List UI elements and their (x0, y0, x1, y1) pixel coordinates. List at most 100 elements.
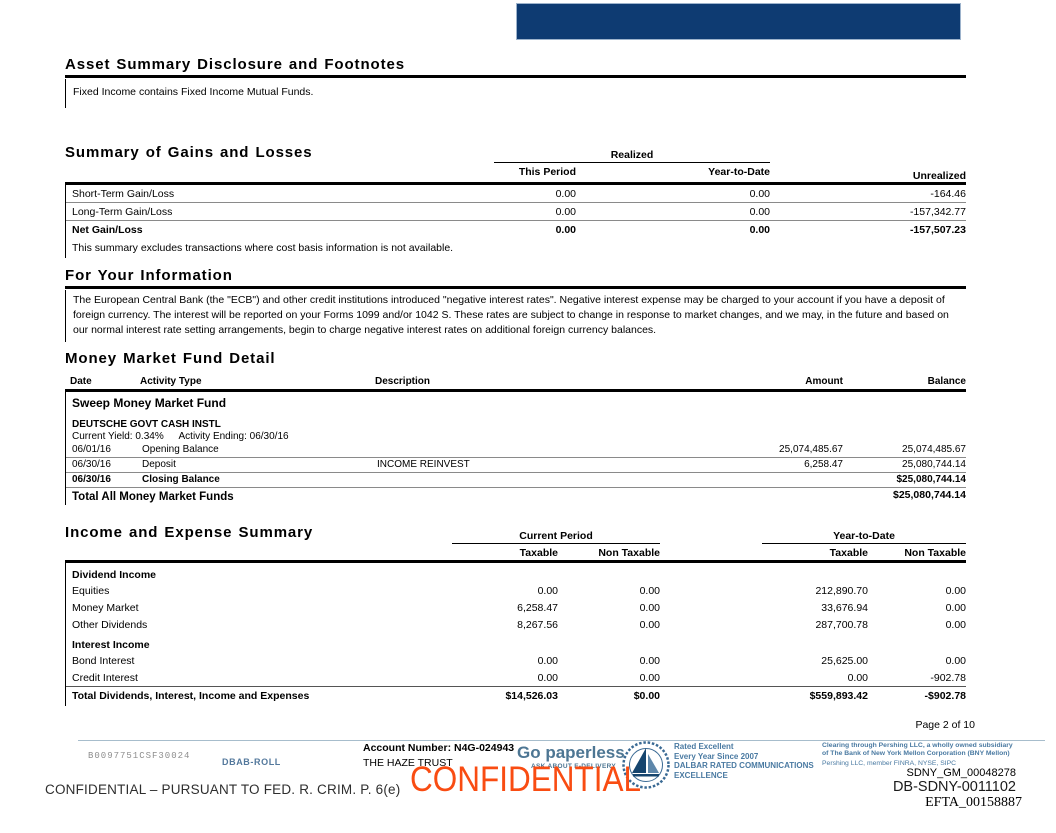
value-cp-nontaxable: 0.00 (639, 619, 660, 631)
value-this-period: 0.00 (555, 206, 576, 218)
table-header-row: Date Activity Type Description Amount Ba… (65, 376, 966, 389)
dalbar-line: Every Year Since 2007 (674, 751, 759, 761)
fund-name: DEUTSCHE GOVT CASH INSTL (72, 419, 221, 430)
value-cp-nontaxable: 0.00 (639, 585, 660, 597)
value-ytd-nontaxable: 0.00 (945, 602, 966, 614)
value-balance: $25,080,744.14 (896, 474, 966, 485)
row-label: Interest Income (72, 639, 150, 651)
value-activity: Deposit (142, 459, 176, 470)
value-cp-nontaxable: 0.00 (639, 602, 660, 614)
section-money-market-detail: Money Market Fund Detail Date Activity T… (65, 350, 966, 505)
table-row-total: Total Dividends, Interest, Income and Ex… (66, 687, 966, 706)
bates-number-sdny: SDNY_GM_00048278 (906, 767, 1016, 779)
section-rule (65, 75, 966, 78)
row-label: Short-Term Gain/Loss (72, 188, 175, 200)
fund-group-title: Sweep Money Market Fund (72, 396, 227, 410)
column-header-non-taxable-ytd: Non Taxable (904, 547, 966, 559)
section-title: For Your Information (65, 267, 233, 284)
fund-yield-line: Current Yield: 0.34% Activity Ending: 06… (66, 430, 966, 443)
value-activity: Closing Balance (142, 474, 220, 485)
bates-number-efta: EFTA_00158887 (925, 795, 1022, 810)
value-cp-taxable: $14,526.03 (505, 690, 558, 702)
row-label: Long-Term Gain/Loss (72, 206, 173, 218)
total-label: Total All Money Market Funds (72, 491, 234, 503)
table-subheader-row: Dividend Income (66, 563, 966, 582)
column-header-date: Date (70, 376, 92, 387)
section-for-your-information: For Your Information The European Centra… (65, 267, 966, 342)
account-number: Account Number: N4G-024943 (363, 742, 515, 754)
table-row-closing: 06/30/16 Closing Balance $25,080,744.14 (66, 473, 966, 488)
go-paperless-text: Go paperless (517, 743, 625, 762)
value-this-period: 0.00 (555, 188, 576, 200)
value-description: INCOME REINVEST (377, 459, 470, 470)
column-group-current-period: Current Period (452, 530, 660, 544)
value-date: 06/30/16 (72, 474, 111, 485)
table-row: Short-Term Gain/Loss 0.00 0.00 -164.46 (66, 185, 966, 203)
document-code: B0097751CSF30024 (88, 751, 191, 761)
activity-ending: Activity Ending: 06/30/16 (178, 431, 289, 442)
masthead-redaction-bar (517, 4, 960, 39)
value-ytd: 0.00 (749, 188, 770, 200)
page-indicator: Page 2 of 10 (915, 719, 975, 731)
value-cp-taxable: 8,267.56 (517, 619, 558, 631)
dalbar-rating-text: Rated Excellent Every Year Since 2007 DA… (674, 742, 814, 780)
value-ytd-nontaxable: 0.00 (945, 585, 966, 597)
dalbar-seal-icon (622, 741, 670, 794)
value-cp-taxable: 0.00 (537, 655, 558, 667)
value-unrealized: -164.46 (930, 188, 966, 200)
income-table-body: Dividend Income Equities 0.00 0.00 212,8… (65, 563, 966, 706)
section-title: Income and Expense Summary (65, 524, 314, 541)
value-cp-nontaxable: $0.00 (633, 690, 660, 702)
row-label: Total Dividends, Interest, Income and Ex… (72, 690, 310, 702)
value-ytd: 0.00 (749, 224, 770, 236)
table-row: Credit Interest 0.00 0.00 0.00 -902.78 (66, 669, 966, 687)
batch-code: DBAB-ROLL (222, 757, 281, 767)
value-ytd-taxable: 0.00 (847, 672, 868, 684)
column-header-description: Description (375, 376, 431, 387)
section-title: Money Market Fund Detail (65, 350, 276, 367)
column-header-amount: Amount (805, 376, 843, 387)
value-amount: 6,258.47 (804, 459, 843, 470)
clearing-disclosure: Clearing through Pershing LLC, a wholly … (822, 742, 1052, 768)
value-ytd-taxable: 287,700.78 (815, 619, 868, 631)
value-unrealized: -157,342.77 (909, 206, 966, 218)
value-date: 06/01/16 (72, 444, 111, 455)
value-ytd-taxable: 33,676.94 (821, 602, 868, 614)
go-paperless-subtext: ASK ABOUT E-DELIVERY (531, 763, 616, 770)
dalbar-line: DALBAR RATED COMMUNICATIONS (674, 761, 814, 770)
value-unrealized: -157,507.23 (909, 224, 966, 236)
confidential-watermark: CONFIDENTIAL (410, 760, 642, 799)
column-header-taxable-ytd: Taxable (829, 547, 868, 559)
section-title: Asset Summary Disclosure and Footnotes (65, 56, 405, 73)
footnote-box: Fixed Income contains Fixed Income Mutua… (65, 79, 966, 108)
table-footnote: This summary excludes transactions where… (72, 242, 454, 254)
table-row-total: Net Gain/Loss 0.00 0.00 -157,507.23 (66, 221, 966, 238)
column-header-taxable: Taxable (519, 547, 558, 559)
row-label: Dividend Income (72, 569, 157, 581)
section-asset-summary-disclosure: Asset Summary Disclosure and Footnotes F… (65, 56, 966, 108)
table-row: 06/01/16 Opening Balance 25,074,485.67 2… (66, 443, 966, 458)
value-ytd-nontaxable: -902.78 (930, 672, 966, 684)
legal-stamp: CONFIDENTIAL – PURSUANT TO FED. R. CRIM.… (45, 782, 401, 797)
value-amount: 25,074,485.67 (779, 444, 843, 455)
clearing-line: of The Bank of New York Mellon Corporati… (822, 750, 1010, 757)
money-market-table-body: Sweep Money Market Fund DEUTSCHE GOVT CA… (65, 392, 966, 505)
footnote-text: Fixed Income contains Fixed Income Mutua… (73, 86, 314, 98)
section-title: Summary of Gains and Losses (65, 144, 313, 161)
value-cp-nontaxable: 0.00 (639, 655, 660, 667)
table-row: Money Market 6,258.47 0.00 33,676.94 0.0… (66, 599, 966, 616)
account-name: THE HAZE TRUST (363, 757, 453, 769)
value-date: 06/30/16 (72, 459, 111, 470)
row-label: Money Market (72, 602, 139, 614)
table-row-total: Total All Money Market Funds $25,080,744… (66, 488, 966, 505)
table-subheader-row: Interest Income (66, 633, 966, 652)
value-balance: 25,074,485.67 (902, 444, 966, 455)
row-label: Credit Interest (72, 672, 138, 684)
table-head-rule (65, 182, 966, 185)
current-yield: Current Yield: 0.34% (72, 431, 164, 442)
column-header-this-period: This Period (518, 166, 576, 178)
clearing-line: Clearing through Pershing LLC, a wholly … (822, 742, 1013, 749)
value-ytd-taxable: 212,890.70 (815, 585, 868, 597)
column-header-balance: Balance (927, 376, 966, 387)
row-label: Other Dividends (72, 619, 148, 631)
